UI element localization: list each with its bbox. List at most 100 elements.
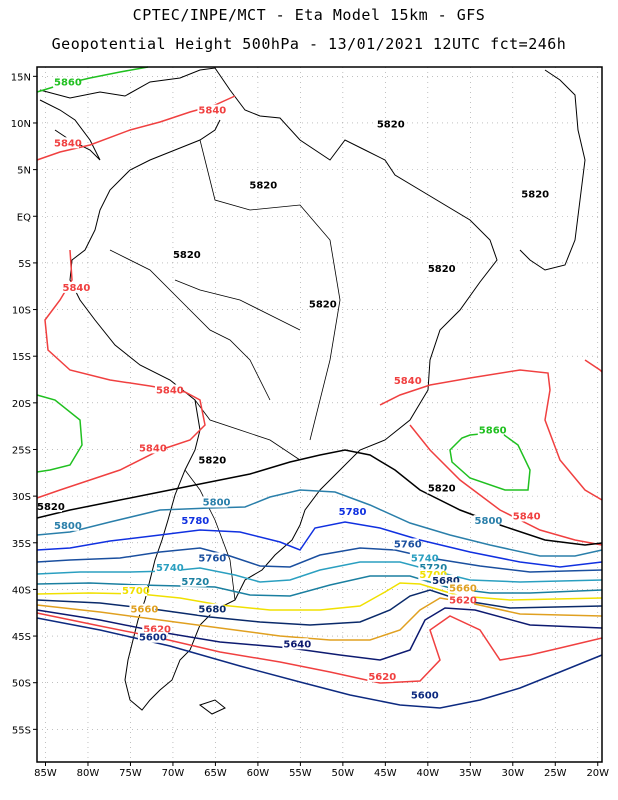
contour-label: 5660 [449, 583, 477, 594]
contour-label-bg [197, 454, 224, 466]
contour-label-bg [61, 281, 88, 293]
lon-tick-label: 50W [332, 768, 355, 779]
contour-label: 5760 [198, 553, 226, 564]
contour-label: 5620 [143, 624, 171, 635]
lat-tick-label: 30S [12, 492, 31, 503]
contour-label: 5780 [339, 507, 367, 518]
contour-label-bg [448, 594, 475, 606]
contour-5840-west [36, 249, 206, 499]
lat-tick-label: 15S [12, 352, 31, 363]
contour-5840-east-south [409, 424, 603, 546]
contour-labels-layer: 5860 5840 5840 5820 5820 5820 5820 5820 5840 5820… [36, 76, 549, 702]
contour-label: 5800 [475, 516, 503, 527]
contour-label-bg [154, 384, 181, 396]
contour-label-bg [418, 561, 445, 573]
contour-label-bg [201, 496, 228, 508]
lon-tick-label: 75W [119, 768, 142, 779]
contour-label-bg [409, 552, 436, 564]
contour-label-bg [52, 76, 79, 88]
contour-label: 5820 [309, 300, 337, 311]
contour-label-bg [248, 179, 275, 191]
contour-label: 5840 [394, 376, 422, 387]
contour-label-bg [409, 689, 436, 701]
contour-label: 5760 [394, 539, 422, 550]
lat-tick-label: 35S [12, 539, 31, 550]
contour-label: 5680 [198, 605, 226, 616]
lon-tick-label: 70W [162, 768, 185, 779]
contour-label: 5640 [283, 639, 311, 650]
contour-label: 5820 [428, 264, 456, 275]
lon-tick-label: 45W [374, 768, 397, 779]
lon-tick-label: 20W [586, 768, 609, 779]
africa-coastline [519, 69, 586, 271]
lat-tick-label: 50S [12, 679, 31, 690]
contour-label: 5820 [249, 180, 277, 191]
map-frame [36, 66, 603, 763]
contour-5820-south [36, 449, 603, 546]
contour-label: 5820 [521, 190, 549, 201]
contour-label-bg [36, 501, 62, 513]
lat-tick-label: 10N [11, 119, 31, 130]
contour-label: 5840 [198, 106, 226, 117]
lon-tick-label: 25W [544, 768, 567, 779]
contour-label: 5820 [37, 502, 65, 513]
contour-label-bg [197, 552, 224, 564]
contour-label-bg [129, 603, 156, 615]
contour-label: 5600 [411, 691, 439, 702]
contour-label-bg [282, 638, 309, 650]
contour-label-bg [520, 188, 547, 200]
lat-tick-label: 45S [12, 632, 31, 643]
contour-label-bg [367, 670, 394, 682]
contour-label-bg [307, 298, 334, 310]
contour-label: 5680 [432, 576, 460, 587]
lon-tick-label: 85W [34, 768, 57, 779]
contour-5840-far-east [584, 359, 603, 373]
central-america-coastline [39, 99, 101, 161]
contour-5860-west [36, 394, 83, 473]
lat-tick-label: 5N [17, 166, 31, 177]
contour-label-bg [52, 519, 79, 531]
contour-label-bg [137, 631, 164, 643]
contour-5800 [36, 489, 603, 557]
lat-tick-label: 20S [12, 399, 31, 410]
contour-label-bg [431, 574, 458, 586]
contour-label: 5720 [181, 577, 209, 588]
map-title-line2: Geopotential Height 500hPa - 13/01/2021 … [51, 35, 567, 53]
contour-label-bg [197, 104, 224, 116]
contour-label: 5620 [368, 672, 396, 683]
contour-label: 5840 [139, 443, 167, 454]
contour-label-bg [511, 510, 538, 522]
contour-lines-layer [36, 66, 603, 709]
lat-tick-label: 55S [12, 725, 31, 736]
lat-tick-label: 25S [12, 445, 31, 456]
contour-label-bg [180, 515, 207, 527]
contour-label-bg [426, 482, 453, 494]
contour-label: 5840 [54, 138, 82, 149]
contour-label: 5860 [479, 426, 507, 437]
longitude-tick-labels: 85W 80W 75W 70W 65W 60W 55W 50W 45W 40W 35W 30W 25W 2… [34, 762, 609, 779]
lon-tick-label: 65W [204, 768, 227, 779]
contour-label-bg [337, 505, 364, 517]
contour-5760 [36, 547, 603, 573]
falkland-islands [198, 699, 226, 715]
lon-tick-label: 40W [417, 768, 440, 779]
contour-label: 5740 [156, 563, 184, 574]
lat-tick-label: 10S [12, 306, 31, 317]
contour-label: 5820 [198, 455, 226, 466]
contour-5860-east [449, 431, 531, 491]
contour-label-bg [154, 561, 181, 573]
contour-label-bg [197, 603, 224, 615]
lon-tick-label: 80W [77, 768, 100, 779]
map-title-line1: CPTEC/INPE/MCT - Eta Model 15km - GFS [132, 6, 486, 24]
contour-label: 5780 [181, 516, 209, 527]
contour-5780 [36, 521, 603, 568]
contour-label: 5820 [173, 250, 201, 261]
contour-label: 5840 [156, 386, 184, 397]
contour-label-bg [426, 263, 453, 275]
contour-label: 5820 [428, 483, 456, 494]
contour-label: 5600 [139, 633, 167, 644]
lat-tick-label: 15N [11, 72, 31, 83]
contour-label-bg [477, 424, 504, 436]
contour-label: 5840 [62, 283, 90, 294]
